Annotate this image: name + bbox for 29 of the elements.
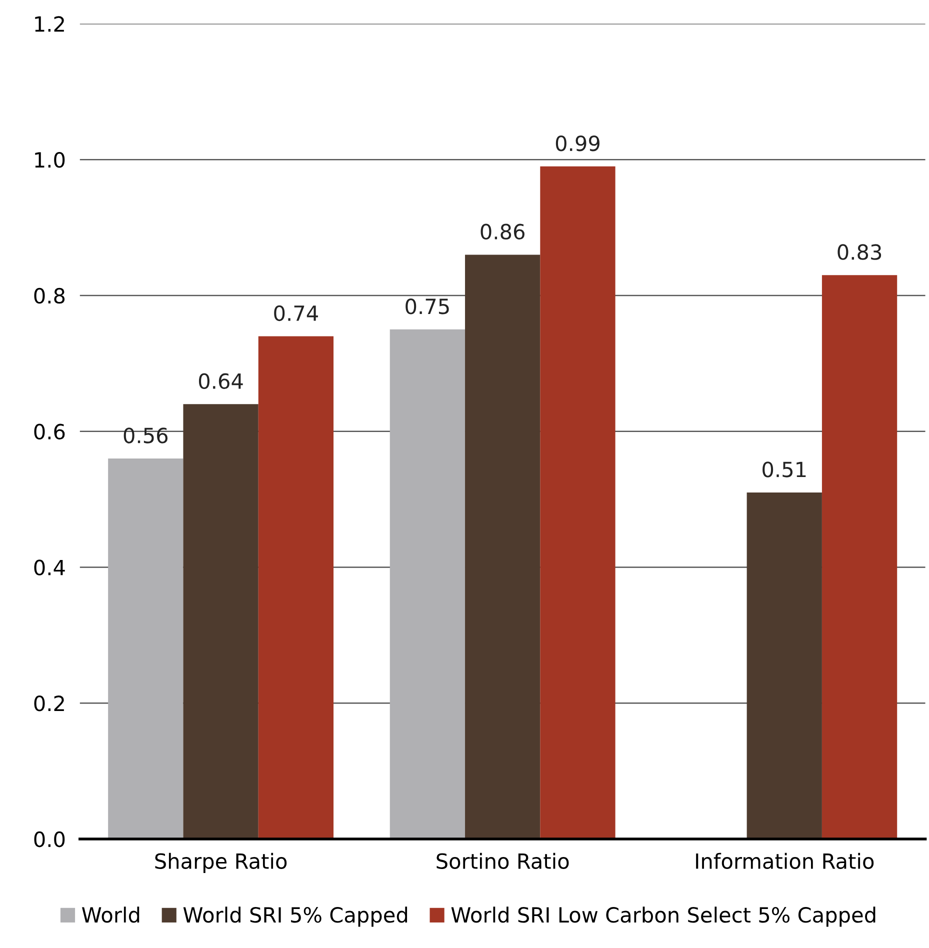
legend-label: World SRI Low Carbon Select 5% Capped	[451, 906, 876, 927]
text: 0.8	[34, 288, 65, 304]
data-label: 0.83	[838, 244, 882, 260]
bar	[390, 329, 466, 839]
text: 0.2	[34, 696, 64, 712]
bar	[540, 166, 616, 839]
bar	[258, 336, 334, 839]
data-label: 0.74	[274, 305, 318, 322]
text: 1.2	[35, 16, 64, 32]
data-label: 0.86	[480, 224, 524, 240]
text: 0.6	[34, 424, 65, 440]
bar	[746, 492, 822, 839]
bar	[822, 275, 898, 839]
data-label: 0.64	[198, 373, 243, 390]
data-label: 0.99	[556, 135, 600, 152]
x-tick-label: Information Ratio	[696, 852, 874, 869]
legend-label: World SRI 5% Capped	[183, 906, 408, 927]
data-label: 0.56	[124, 428, 168, 444]
data-label: 0.51	[762, 462, 806, 478]
x-tick-label: Sortino Ratio	[436, 852, 569, 869]
text: 0.0	[34, 831, 65, 848]
bar	[465, 254, 540, 839]
text: 1.0	[35, 152, 65, 168]
data-label: 0.75	[406, 298, 449, 314]
legend-label: World	[82, 906, 140, 923]
bar	[183, 404, 258, 839]
text: 0.4	[34, 560, 65, 576]
bar	[108, 458, 184, 839]
x-tick-label: Sharpe Ratio	[155, 852, 287, 874]
